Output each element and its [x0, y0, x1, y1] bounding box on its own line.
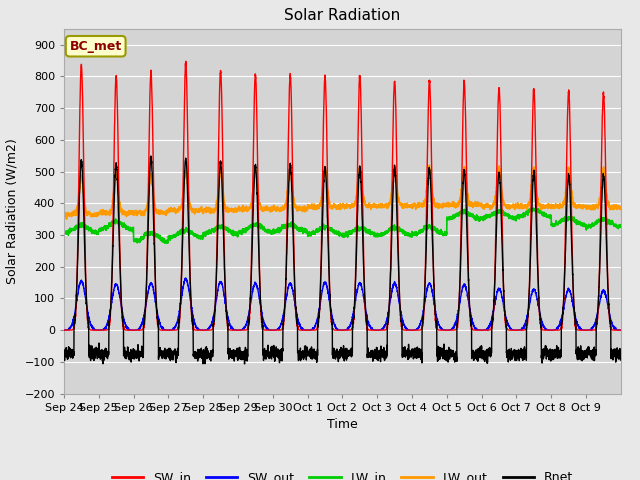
SW_out	[523, 317, 531, 323]
LW_in	[537, 208, 545, 214]
Rnet	[537, 322, 545, 328]
Rnet	[523, 322, 531, 328]
SW_out	[537, 316, 545, 322]
LW_out	[393, 183, 401, 189]
Legend: SW_in, SW_out, LW_in, LW_out, Rnet: SW_in, SW_out, LW_in, LW_out, Rnet	[107, 467, 578, 480]
SW_in	[537, 325, 545, 331]
LW_in	[529, 205, 537, 211]
LW_in	[495, 209, 503, 215]
SW_out	[495, 286, 503, 292]
LW_out	[426, 162, 433, 168]
Line: Rnet: Rnet	[64, 156, 621, 364]
LW_out	[63, 216, 70, 222]
SW_in	[617, 327, 625, 333]
SW_in	[60, 327, 68, 333]
LW_out	[495, 166, 503, 171]
Y-axis label: Solar Radiation (W/m2): Solar Radiation (W/m2)	[6, 138, 19, 284]
LW_out	[60, 211, 68, 216]
Rnet	[147, 153, 155, 159]
SW_out	[617, 327, 625, 333]
LW_in	[176, 228, 184, 234]
SW_out	[393, 288, 401, 293]
SW_out	[176, 308, 184, 313]
Rnet	[241, 361, 248, 367]
SW_in	[175, 319, 183, 324]
Line: SW_in: SW_in	[64, 61, 621, 330]
SW_out	[364, 315, 371, 321]
Rnet	[495, 171, 503, 177]
LW_in	[364, 229, 371, 235]
Line: LW_out: LW_out	[64, 165, 621, 219]
SW_in	[364, 326, 371, 332]
Rnet	[364, 355, 371, 360]
SW_in	[523, 325, 531, 331]
SW_in	[495, 85, 503, 91]
SW_in	[189, 327, 197, 333]
Line: SW_out: SW_out	[64, 278, 621, 330]
SW_in	[182, 59, 189, 64]
LW_in	[60, 228, 68, 234]
LW_out	[176, 205, 184, 211]
LW_out	[364, 202, 371, 208]
Title: Solar Radiation: Solar Radiation	[284, 9, 401, 24]
Rnet	[393, 219, 401, 225]
LW_out	[617, 205, 625, 211]
LW_in	[523, 210, 531, 216]
SW_in	[393, 180, 401, 186]
Rnet	[60, 354, 68, 360]
SW_out	[60, 327, 68, 333]
LW_in	[163, 240, 170, 246]
Rnet	[617, 351, 625, 357]
SW_out	[100, 327, 108, 333]
SW_out	[182, 276, 190, 281]
LW_out	[523, 206, 531, 212]
Text: BC_met: BC_met	[70, 40, 122, 53]
Line: LW_in: LW_in	[64, 208, 621, 243]
X-axis label: Time: Time	[327, 418, 358, 431]
LW_out	[537, 206, 545, 212]
LW_in	[617, 223, 625, 229]
Rnet	[176, 314, 184, 320]
LW_in	[393, 224, 401, 229]
